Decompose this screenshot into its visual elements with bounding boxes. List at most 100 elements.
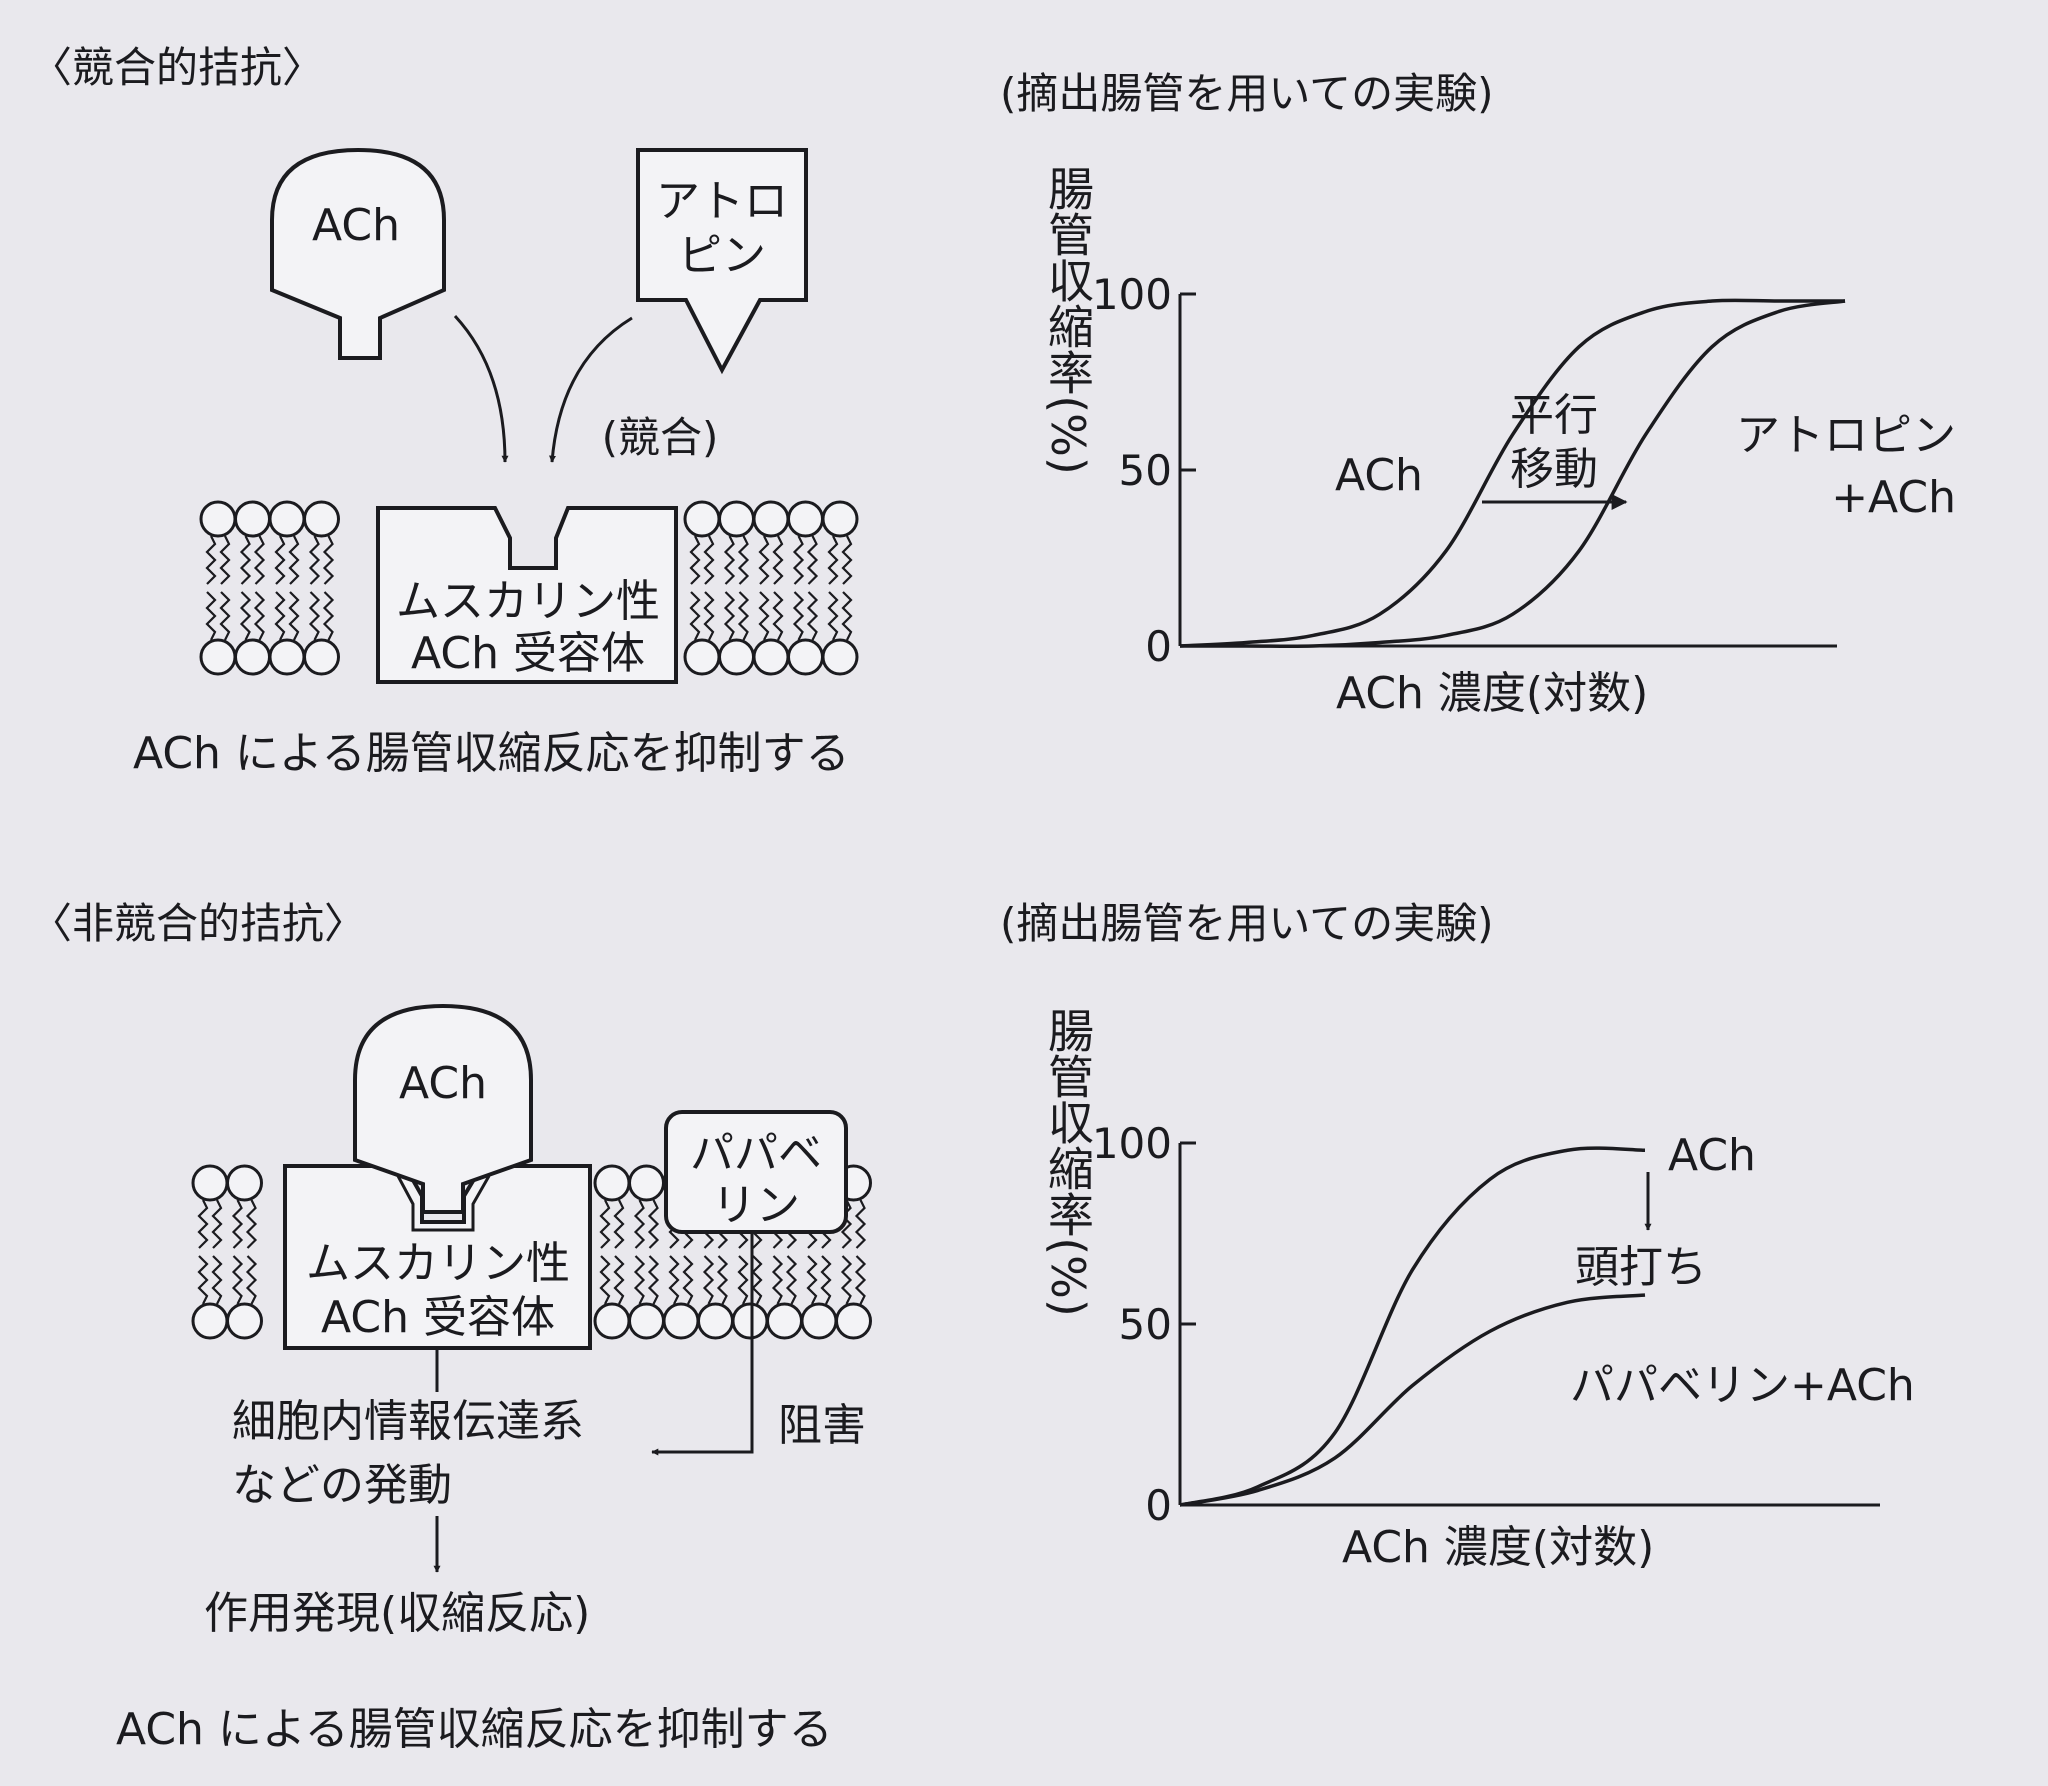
lipid-tail xyxy=(772,591,784,641)
lipid-tail xyxy=(689,535,701,585)
lipid-tail xyxy=(703,591,715,641)
lipid-tail xyxy=(840,1255,853,1305)
papaverine-label-line2: リン xyxy=(712,1180,800,1231)
lipid-tail xyxy=(308,535,321,585)
lipid-head xyxy=(752,500,790,538)
chart1-series-atropine-label: アトロピン+ACh xyxy=(1736,410,1956,523)
lipid-head xyxy=(199,500,237,538)
ach-bound-shape xyxy=(353,1003,533,1214)
chart2-ylabel: 腸管収縮率(%) xyxy=(1041,1007,1095,1317)
lipid-tail xyxy=(689,591,701,641)
atropine-label-line2: ピン xyxy=(678,230,766,281)
atropine-shape xyxy=(636,148,808,375)
lipid-head xyxy=(226,1164,263,1202)
pathway-line1: 細胞内情報伝達系 xyxy=(232,1396,584,1447)
lipid-tail xyxy=(205,535,217,585)
lipid-head xyxy=(662,1302,700,1340)
lipid-head xyxy=(303,638,340,676)
chart2-series-papaverine-label: パパベリン+ACh xyxy=(1570,1360,1915,1411)
muscarinic-receptor-top xyxy=(376,506,678,684)
lipid-tail xyxy=(723,535,736,585)
lipid-head xyxy=(718,638,755,676)
lipid-tail xyxy=(231,1255,244,1305)
lipid-tail xyxy=(827,535,839,585)
lipid-head xyxy=(697,1302,734,1340)
lipid-tail xyxy=(785,1255,798,1305)
lipid-tail xyxy=(751,1255,763,1305)
lipid-tail xyxy=(792,535,805,585)
inhibition-arrow xyxy=(651,1232,754,1456)
lipid-tail xyxy=(633,1255,646,1305)
lipid-head xyxy=(234,638,271,676)
receptor-bottom-line2: ACh 受容体 xyxy=(321,1292,555,1343)
lipid-tail xyxy=(682,1255,694,1305)
lipid-tail xyxy=(702,1255,715,1305)
lipid-head xyxy=(821,500,859,538)
lipid-head xyxy=(787,638,824,676)
lipid-tail xyxy=(633,1199,646,1249)
lipid-head xyxy=(752,638,790,676)
y-tick-label: 100 xyxy=(1092,1119,1172,1168)
lipid-head xyxy=(234,500,271,538)
receptor-bottom-line1: ムスカリン性 xyxy=(306,1238,570,1289)
chart2-series-ach-label: ACh xyxy=(1668,1130,1756,1181)
papaverine-shape xyxy=(664,1110,848,1234)
lipid-head xyxy=(835,1302,872,1340)
lipid-tail xyxy=(647,1199,660,1249)
lipid-tail xyxy=(758,535,770,585)
cell-membrane-top xyxy=(199,500,859,676)
series-line-0 xyxy=(1179,1146,1646,1507)
lipid-head xyxy=(191,1302,229,1340)
chart2-title: (摘出腸管を用いての実験) xyxy=(1000,899,1494,948)
lipid-tail xyxy=(840,1199,853,1249)
lipid-tail xyxy=(288,591,300,641)
lipid-tail xyxy=(758,591,770,641)
lipid-tail xyxy=(806,1255,818,1305)
lipid-tail xyxy=(716,1255,729,1305)
lipid-tail xyxy=(772,535,784,585)
pathway-line2: などの発動 xyxy=(232,1460,452,1511)
lipid-tail xyxy=(771,1255,784,1305)
y-tick-label: 50 xyxy=(1119,1300,1172,1349)
lipid-head xyxy=(191,1164,229,1202)
noncompetitive-caption: ACh による腸管収縮反応を抑制する xyxy=(116,1704,833,1755)
lipid-tail xyxy=(231,1199,244,1249)
lipid-tail xyxy=(737,1255,749,1305)
lipid-head xyxy=(593,1302,631,1340)
atropine-label-line1: アトロ xyxy=(656,176,788,227)
lipid-tail xyxy=(737,591,750,641)
chart2-plateau-annotation: 頭打ち xyxy=(1575,1242,1707,1293)
lipid-tail xyxy=(211,1199,223,1249)
lipid-tail xyxy=(253,591,266,641)
series-line-1 xyxy=(1180,299,1846,649)
competition-label: (競合) xyxy=(602,413,719,462)
ach-bound-label: ACh xyxy=(399,1058,487,1109)
lipid-tail xyxy=(854,1255,867,1305)
lipid-tail xyxy=(599,1199,611,1249)
lipid-tail xyxy=(854,1199,867,1249)
lipid-tail xyxy=(245,1255,258,1305)
lipid-tail xyxy=(322,591,335,641)
ach-agonist-label: ACh xyxy=(312,200,400,251)
lipid-tail xyxy=(723,591,736,641)
lipid-tail xyxy=(274,591,286,641)
lipid-head xyxy=(628,1164,665,1202)
lipid-tail xyxy=(322,535,335,585)
y-tick-label: 100 xyxy=(1092,270,1172,319)
lipid-head xyxy=(731,1302,769,1340)
lipid-tail xyxy=(274,535,286,585)
lipid-head xyxy=(226,1302,263,1340)
lipid-head xyxy=(718,500,755,538)
chart1-series-ach-label: ACh xyxy=(1335,450,1423,501)
chart1: 0 50 100 xyxy=(1092,270,1846,671)
lipid-tail xyxy=(599,1255,611,1305)
lipid-tail xyxy=(820,1255,832,1305)
series-line-0 xyxy=(1179,298,1845,648)
lipid-tail xyxy=(827,591,839,641)
competitive-heading: 〈競合的拮抗〉 xyxy=(30,43,324,92)
chart1-shift-annotation-line1: 平行 xyxy=(1510,390,1598,441)
lipid-tail xyxy=(737,535,750,585)
chart1-ylabel: 腸管収縮率(%) xyxy=(1041,165,1095,475)
y-tick-label: 50 xyxy=(1119,446,1172,495)
